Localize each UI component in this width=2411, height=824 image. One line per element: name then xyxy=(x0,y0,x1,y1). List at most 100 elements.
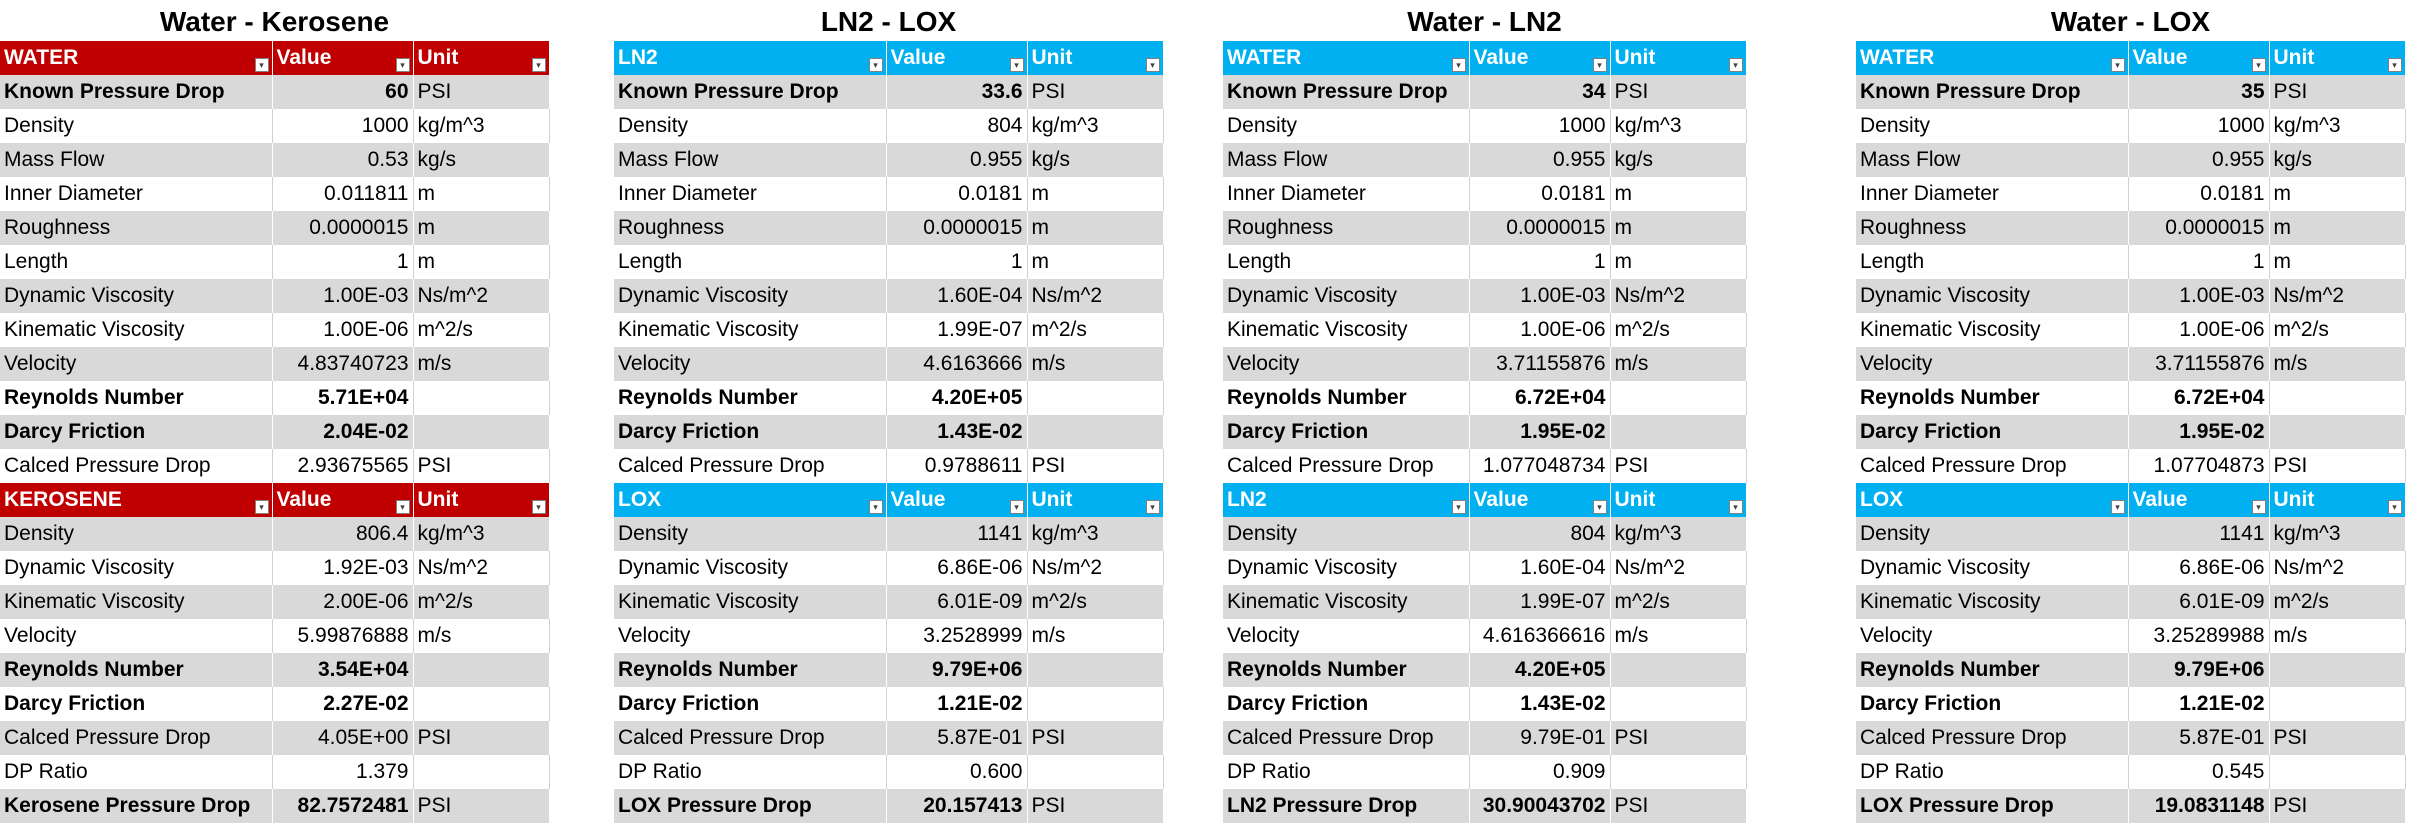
param-unit-cell[interactable]: m xyxy=(2269,245,2406,279)
param-name-cell[interactable]: Length xyxy=(0,245,273,279)
param-unit-cell[interactable]: m/s xyxy=(1610,619,1747,653)
param-unit-cell[interactable]: m^2/s xyxy=(1610,585,1747,619)
param-value-cell[interactable]: 4.616366616 xyxy=(1469,619,1611,653)
param-unit-cell[interactable]: PSI xyxy=(2269,789,2406,823)
param-value-cell[interactable]: 6.72E+04 xyxy=(1469,381,1611,415)
param-value-cell[interactable]: 34 xyxy=(1469,75,1611,109)
param-unit-cell[interactable]: PSI xyxy=(1027,449,1164,483)
param-name-cell[interactable]: Darcy Friction xyxy=(1856,415,2129,449)
param-unit-cell[interactable] xyxy=(2269,653,2406,687)
param-unit-cell[interactable]: kg/m^3 xyxy=(413,109,550,143)
param-name-cell[interactable]: Calced Pressure Drop xyxy=(1223,721,1470,755)
param-value-cell[interactable]: 1.00E-03 xyxy=(1469,279,1611,313)
param-name-cell[interactable]: Calced Pressure Drop xyxy=(1223,449,1470,483)
param-value-cell[interactable]: 1 xyxy=(272,245,414,279)
param-name-cell[interactable]: Dynamic Viscosity xyxy=(0,279,273,313)
param-name-cell[interactable]: Dynamic Viscosity xyxy=(614,551,887,585)
filter-dropdown-icon[interactable]: ▾ xyxy=(2251,500,2266,514)
param-value-cell[interactable]: 1.077048734 xyxy=(1469,449,1611,483)
param-name-cell[interactable]: Velocity xyxy=(1223,619,1470,653)
param-unit-cell[interactable]: m xyxy=(1027,211,1164,245)
param-name-cell[interactable]: Dynamic Viscosity xyxy=(1856,279,2129,313)
param-value-cell[interactable]: 6.72E+04 xyxy=(2128,381,2270,415)
param-name-cell[interactable]: Darcy Friction xyxy=(1223,415,1470,449)
filter-dropdown-icon[interactable]: ▾ xyxy=(1009,58,1024,72)
param-value-cell[interactable]: 1.92E-03 xyxy=(272,551,414,585)
param-unit-cell[interactable]: m/s xyxy=(2269,619,2406,653)
param-value-cell[interactable]: 2.00E-06 xyxy=(272,585,414,619)
param-unit-cell[interactable]: kg/m^3 xyxy=(413,517,550,551)
param-unit-cell[interactable]: m xyxy=(413,245,550,279)
param-value-cell[interactable]: 9.79E-01 xyxy=(1469,721,1611,755)
param-value-cell[interactable]: 1141 xyxy=(2128,517,2270,551)
param-name-cell[interactable]: Roughness xyxy=(0,211,273,245)
param-value-cell[interactable]: 33.6 xyxy=(886,75,1028,109)
filter-dropdown-icon[interactable]: ▾ xyxy=(2110,500,2125,514)
filter-dropdown-icon[interactable]: ▾ xyxy=(254,500,269,514)
filter-dropdown-icon[interactable]: ▾ xyxy=(1592,58,1607,72)
param-value-cell[interactable]: 60 xyxy=(272,75,414,109)
param-name-cell[interactable]: Length xyxy=(614,245,887,279)
filter-dropdown-icon[interactable]: ▾ xyxy=(1009,500,1024,514)
param-name-cell[interactable]: LOX Pressure Drop xyxy=(1856,789,2129,823)
header-cell-unit[interactable]: Unit ▾ xyxy=(2269,41,2406,75)
param-value-cell[interactable]: 0.909 xyxy=(1469,755,1611,789)
param-unit-cell[interactable]: m xyxy=(2269,211,2406,245)
param-unit-cell[interactable]: PSI xyxy=(2269,449,2406,483)
param-value-cell[interactable]: 9.79E+06 xyxy=(886,653,1028,687)
param-value-cell[interactable]: 5.87E-01 xyxy=(886,721,1028,755)
param-name-cell[interactable]: Kinematic Viscosity xyxy=(614,585,887,619)
param-name-cell[interactable]: Darcy Friction xyxy=(614,415,887,449)
param-unit-cell[interactable]: m/s xyxy=(413,347,550,381)
param-value-cell[interactable]: 1.00E-06 xyxy=(272,313,414,347)
param-name-cell[interactable]: Dynamic Viscosity xyxy=(614,279,887,313)
param-name-cell[interactable]: Roughness xyxy=(614,211,887,245)
param-value-cell[interactable]: 0.545 xyxy=(2128,755,2270,789)
param-name-cell[interactable]: Dynamic Viscosity xyxy=(0,551,273,585)
param-unit-cell[interactable]: kg/m^3 xyxy=(1610,109,1747,143)
param-unit-cell[interactable] xyxy=(1610,687,1747,721)
param-name-cell[interactable]: Calced Pressure Drop xyxy=(614,721,887,755)
param-value-cell[interactable]: 5.71E+04 xyxy=(272,381,414,415)
param-unit-cell[interactable]: Ns/m^2 xyxy=(1610,279,1747,313)
param-name-cell[interactable]: Velocity xyxy=(0,619,273,653)
param-unit-cell[interactable] xyxy=(2269,687,2406,721)
param-name-cell[interactable]: Darcy Friction xyxy=(1856,687,2129,721)
param-name-cell[interactable]: Kinematic Viscosity xyxy=(614,313,887,347)
param-unit-cell[interactable]: PSI xyxy=(413,789,550,823)
param-value-cell[interactable]: 3.71155876 xyxy=(1469,347,1611,381)
param-unit-cell[interactable]: m^2/s xyxy=(2269,585,2406,619)
param-value-cell[interactable]: 1.00E-06 xyxy=(1469,313,1611,347)
param-name-cell[interactable]: Known Pressure Drop xyxy=(1223,75,1470,109)
param-value-cell[interactable]: 4.83740723 xyxy=(272,347,414,381)
param-unit-cell[interactable] xyxy=(2269,755,2406,789)
param-unit-cell[interactable]: Ns/m^2 xyxy=(1610,551,1747,585)
param-value-cell[interactable]: 1.21E-02 xyxy=(2128,687,2270,721)
param-value-cell[interactable]: 0.0181 xyxy=(1469,177,1611,211)
param-value-cell[interactable]: 6.01E-09 xyxy=(2128,585,2270,619)
param-unit-cell[interactable]: m xyxy=(2269,177,2406,211)
param-unit-cell[interactable]: m xyxy=(1610,211,1747,245)
param-unit-cell[interactable] xyxy=(1027,687,1164,721)
header-cell-value[interactable]: Value ▾ xyxy=(272,41,414,75)
header-cell-name[interactable]: WATER ▾ xyxy=(0,41,273,75)
param-name-cell[interactable]: Reynolds Number xyxy=(0,653,273,687)
param-name-cell[interactable]: Known Pressure Drop xyxy=(0,75,273,109)
param-name-cell[interactable]: Known Pressure Drop xyxy=(614,75,887,109)
param-name-cell[interactable]: Density xyxy=(1856,517,2129,551)
param-value-cell[interactable]: 1.07704873 xyxy=(2128,449,2270,483)
param-unit-cell[interactable] xyxy=(1027,415,1164,449)
param-name-cell[interactable]: Kinematic Viscosity xyxy=(0,313,273,347)
param-value-cell[interactable]: 1.60E-04 xyxy=(886,279,1028,313)
param-name-cell[interactable]: Velocity xyxy=(0,347,273,381)
param-name-cell[interactable]: Reynolds Number xyxy=(1856,653,2129,687)
param-name-cell[interactable]: Kinematic Viscosity xyxy=(1223,585,1470,619)
param-name-cell[interactable]: Darcy Friction xyxy=(614,687,887,721)
param-value-cell[interactable]: 0.011811 xyxy=(272,177,414,211)
param-unit-cell[interactable] xyxy=(1610,653,1747,687)
param-unit-cell[interactable]: kg/m^3 xyxy=(1610,517,1747,551)
filter-dropdown-icon[interactable]: ▾ xyxy=(254,58,269,72)
param-name-cell[interactable]: Inner Diameter xyxy=(0,177,273,211)
param-name-cell[interactable]: DP Ratio xyxy=(1856,755,2129,789)
param-name-cell[interactable]: Length xyxy=(1223,245,1470,279)
